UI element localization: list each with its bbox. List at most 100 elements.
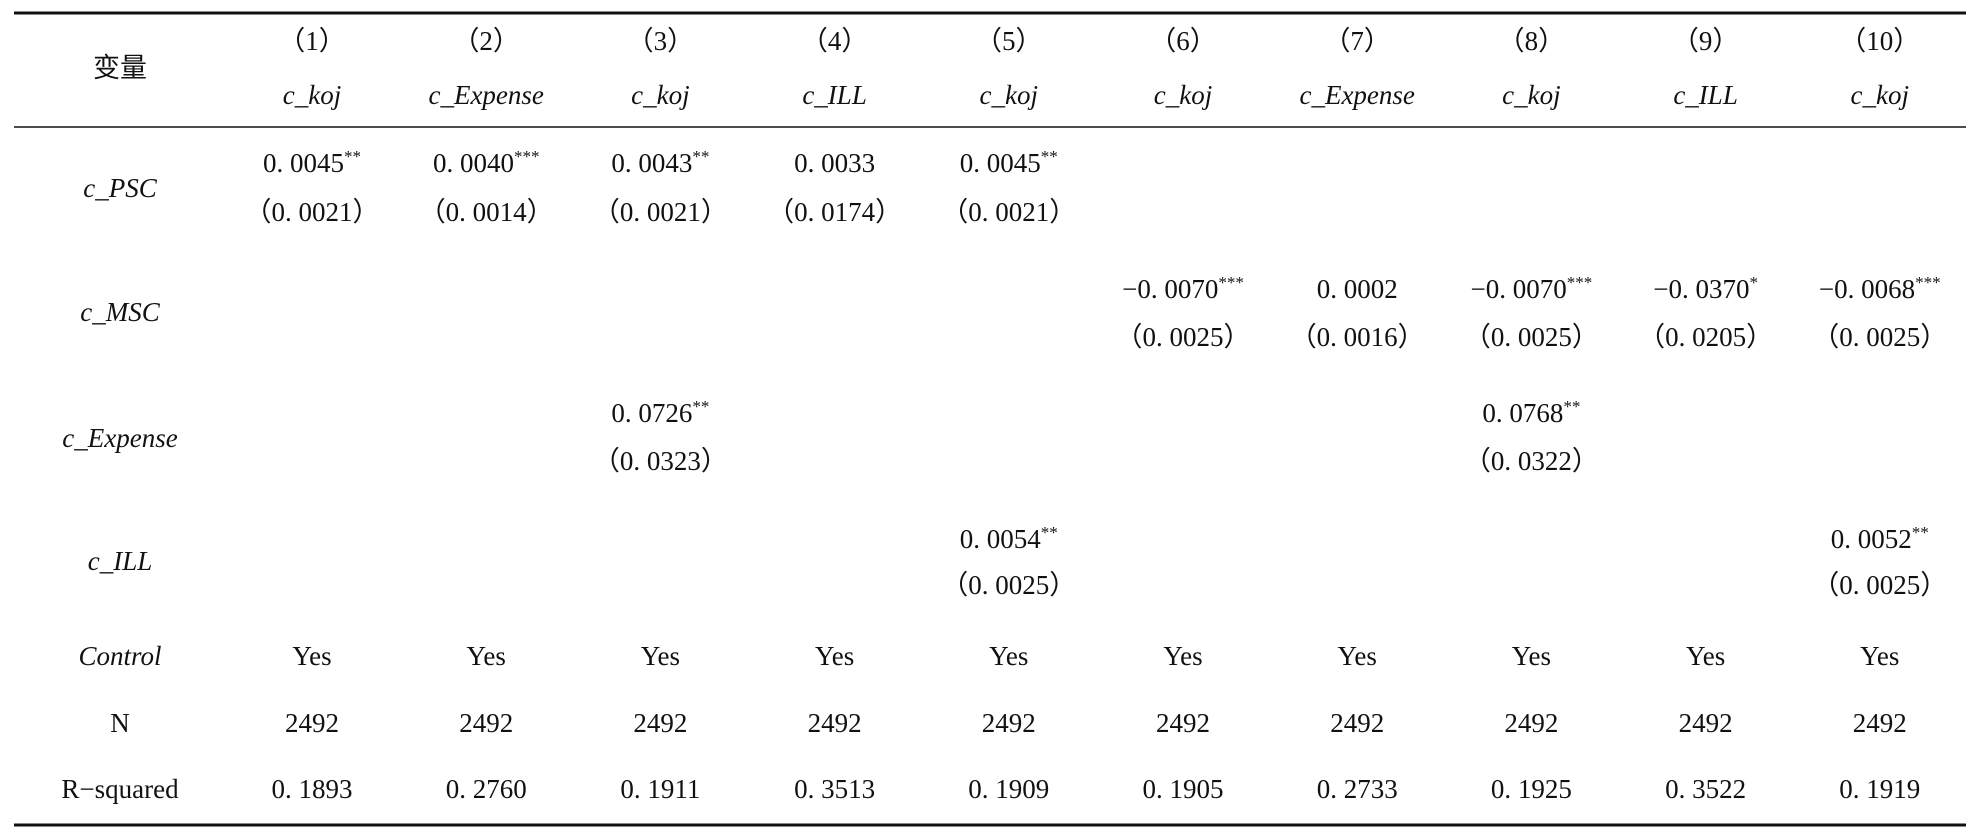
dependent-variable: c_ILL [802, 80, 867, 110]
coefficient: 0. 0002 [1317, 274, 1398, 304]
coefficient: 0. 0726 [611, 398, 692, 428]
coefficient-cell: 0. 0768** [1482, 397, 1580, 428]
cell-value: 0. 1919 [1839, 774, 1920, 804]
cell-value: 2492 [459, 708, 513, 738]
standard-error: （0. 0021） [593, 197, 728, 227]
row-label: c_Expense [62, 423, 177, 453]
coefficient-cell: 0. 0054** [960, 523, 1058, 554]
significance-stars: ** [1563, 397, 1580, 416]
significance-stars: ** [692, 397, 709, 416]
standard-error: （0. 0025） [941, 570, 1076, 600]
standard-error: （0. 0025） [1812, 570, 1947, 600]
column-number: （6） [1149, 26, 1217, 56]
column-number: （10） [1839, 26, 1920, 56]
coefficient-cell: 0. 0040*** [433, 147, 540, 178]
column-number: （2） [452, 26, 520, 56]
column-number: （7） [1323, 26, 1391, 56]
cell-value: 0. 1909 [968, 774, 1049, 804]
dependent-variable: c_Expense [428, 80, 543, 110]
cell-value: 2492 [1679, 708, 1733, 738]
standard-error: （0. 0025） [1116, 322, 1251, 352]
column-number: （5） [975, 26, 1043, 56]
cell-value: Yes [989, 641, 1028, 671]
coefficient: −0. 0070 [1122, 274, 1218, 304]
dependent-variable: c_koj [980, 80, 1038, 110]
cell-value: 0. 2733 [1317, 774, 1398, 804]
standard-error: （0. 0174） [767, 197, 902, 227]
cell-value: 2492 [1156, 708, 1210, 738]
cell-value: 0. 1925 [1491, 774, 1572, 804]
cell-value: 0. 3522 [1665, 774, 1746, 804]
coefficient-cell: 0. 0045** [960, 147, 1058, 178]
cell-value: 0. 1905 [1143, 774, 1224, 804]
column-number: （1） [278, 26, 346, 56]
row-label: c_PSC [83, 173, 157, 203]
standard-error: （0. 0021） [245, 197, 380, 227]
coefficient-cell: −0. 0070*** [1471, 273, 1593, 304]
cell-value: Yes [815, 641, 854, 671]
dependent-variable: c_koj [1154, 80, 1212, 110]
significance-stars: ** [1041, 147, 1058, 166]
coefficient-cell: 0. 0002 [1317, 274, 1398, 304]
dependent-variable: c_koj [283, 80, 341, 110]
significance-stars: * [1749, 273, 1758, 292]
row-label: N [110, 708, 130, 738]
standard-error: （0. 0025） [1812, 322, 1947, 352]
coefficient-cell: 0. 0726** [611, 397, 709, 428]
standard-error: （0. 0021） [941, 197, 1076, 227]
significance-stars: *** [1567, 273, 1593, 292]
standard-error: （0. 0323） [593, 446, 728, 476]
significance-stars: ** [692, 147, 709, 166]
standard-error: （0. 0016） [1290, 322, 1425, 352]
coefficient: 0. 0052 [1831, 524, 1912, 554]
coefficient-cell: 0. 0045** [263, 147, 361, 178]
cell-value: 0. 3513 [794, 774, 875, 804]
row-label: Control [78, 641, 161, 671]
column-number: （4） [801, 26, 869, 56]
coefficient-cell: 0. 0043** [611, 147, 709, 178]
coefficient-cell: −0. 0068*** [1819, 273, 1941, 304]
cell-value: Yes [1860, 641, 1899, 671]
cell-value: 2492 [1853, 708, 1907, 738]
cell-value: 0. 2760 [446, 774, 527, 804]
cell-value: Yes [641, 641, 680, 671]
cell-value: Yes [1163, 641, 1202, 671]
dependent-variable: c_koj [1502, 80, 1560, 110]
cell-value: Yes [292, 641, 331, 671]
cell-value: 2492 [808, 708, 862, 738]
standard-error: （0. 0014） [419, 197, 554, 227]
coefficient-cell: 0. 0052** [1831, 523, 1929, 554]
cell-value: Yes [1338, 641, 1377, 671]
standard-error: （0. 0322） [1464, 446, 1599, 476]
cell-value: Yes [467, 641, 506, 671]
coefficient: 0. 0054 [960, 524, 1042, 554]
coefficient: 0. 0045 [960, 148, 1041, 178]
cell-value: 2492 [633, 708, 687, 738]
coefficient: 0. 0045 [263, 148, 344, 178]
cell-value: 2492 [285, 708, 339, 738]
significance-stars: *** [514, 147, 540, 166]
coefficient-cell: −0. 0070*** [1122, 273, 1244, 304]
coefficient: 0. 0040 [433, 148, 514, 178]
dependent-variable: c_Expense [1299, 80, 1414, 110]
cell-value: 0. 1911 [620, 774, 700, 804]
cell-value: 2492 [1504, 708, 1558, 738]
header-label: 变量 [93, 53, 147, 83]
cell-value: Yes [1686, 641, 1725, 671]
row-label: R−squared [61, 774, 179, 804]
coefficient-cell: −0. 0370* [1653, 273, 1758, 304]
coefficient: 0. 0768 [1482, 398, 1563, 428]
row-label: c_MSC [80, 297, 160, 327]
cell-value: Yes [1512, 641, 1551, 671]
column-number: （3） [627, 26, 695, 56]
coefficient: 0. 0043 [611, 148, 692, 178]
significance-stars: *** [1218, 273, 1244, 292]
column-number: （9） [1672, 26, 1740, 56]
significance-stars: *** [1915, 273, 1941, 292]
standard-error: （0. 0205） [1638, 322, 1773, 352]
dependent-variable: c_koj [631, 80, 689, 110]
coefficient-cell: 0. 0033 [794, 148, 875, 178]
standard-error: （0. 0025） [1464, 322, 1599, 352]
coefficient: −0. 0070 [1471, 274, 1567, 304]
